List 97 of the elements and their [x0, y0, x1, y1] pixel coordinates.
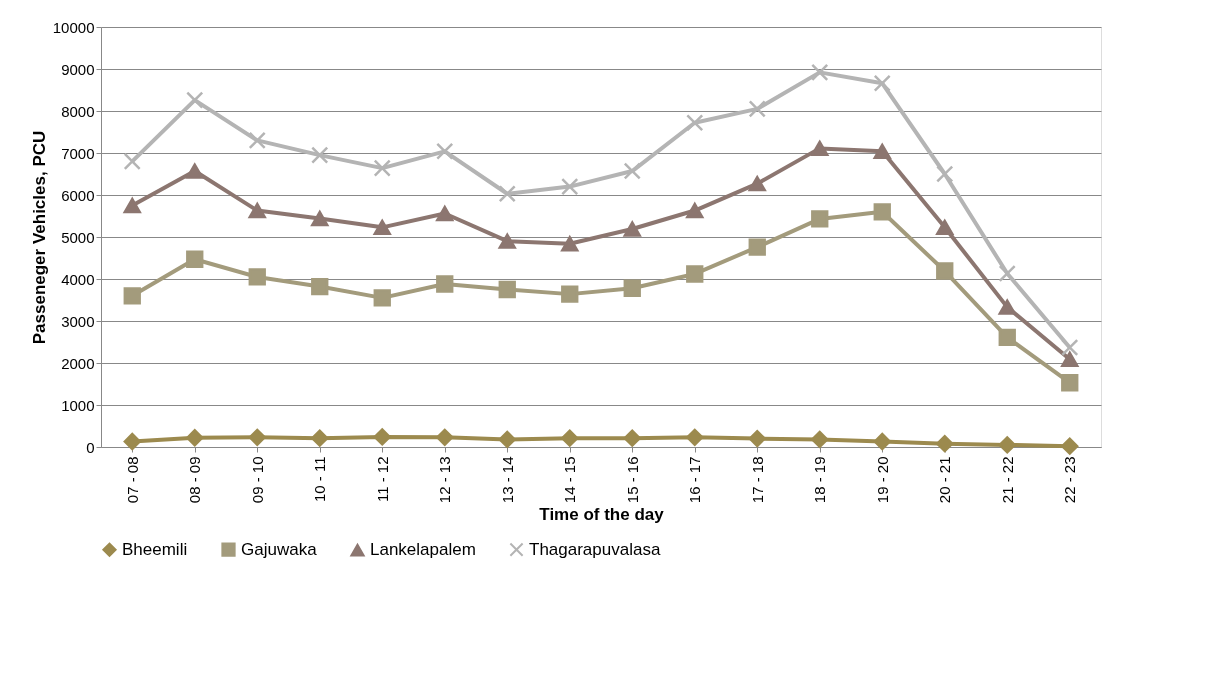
point [248, 202, 266, 219]
point [623, 221, 641, 237]
point [186, 250, 204, 268]
y-tick-label: 3000 [61, 312, 95, 330]
point [998, 264, 1016, 283]
y-tick-label: 5000 [61, 228, 95, 246]
point [748, 175, 766, 192]
y-tick-label: 10000 [52, 18, 95, 36]
legend-label: Lankelapalem [370, 540, 476, 560]
point [686, 114, 704, 132]
x-tick-label: 17 - 18 [748, 456, 766, 504]
point [748, 238, 766, 256]
point [373, 219, 391, 236]
point [561, 285, 579, 303]
point [436, 428, 454, 447]
point [436, 275, 454, 293]
y-tick-label: 8000 [61, 102, 95, 120]
point [623, 162, 641, 180]
point [686, 265, 704, 283]
y-tick-label: 7000 [61, 144, 95, 162]
point [811, 210, 829, 228]
point [373, 159, 391, 177]
point [123, 152, 141, 171]
y-axis-title: Passeneger Vehicles, PCU [29, 130, 49, 345]
y-tick-label: 0 [86, 438, 95, 456]
point [998, 436, 1016, 454]
point [936, 165, 954, 183]
x-tick-label: 14 - 15 [561, 456, 579, 504]
point [1061, 338, 1079, 357]
y-tick-label: 1000 [61, 396, 95, 414]
point [311, 429, 329, 447]
point [998, 328, 1016, 347]
point [186, 163, 204, 179]
x-tick-label: 10 - 11 [311, 456, 329, 503]
legend-label: Thagarapuvalasa [529, 539, 661, 559]
x-tick-label: 21 - 22 [998, 456, 1016, 504]
point [623, 429, 641, 447]
point [311, 146, 329, 164]
x-tick-label: 09 - 10 [248, 456, 266, 504]
point [123, 432, 141, 451]
legend-label: Bheemili [122, 539, 188, 559]
x-tick-label: 18 - 19 [811, 456, 829, 504]
point [436, 142, 454, 160]
point [998, 299, 1016, 315]
point [1061, 374, 1079, 392]
point [936, 434, 954, 453]
point [123, 197, 141, 214]
point [686, 428, 704, 447]
point [561, 236, 579, 252]
point [561, 177, 579, 196]
point [186, 91, 204, 109]
x-tick-label: 12 - 13 [436, 456, 454, 504]
y-tick-label: 6000 [61, 186, 95, 204]
point [311, 277, 329, 296]
point [873, 432, 891, 451]
x-tick-label: 08 - 09 [186, 456, 204, 504]
point [186, 429, 204, 447]
point [811, 140, 829, 157]
point [373, 289, 391, 307]
point [436, 205, 454, 222]
x-axis-title: Time of the day [539, 505, 665, 525]
y-tick-label: 9000 [61, 60, 95, 78]
point [811, 63, 829, 82]
x-tick-label: 16 - 17 [686, 456, 704, 504]
point [873, 203, 891, 221]
point [498, 430, 516, 449]
point [248, 428, 266, 447]
point [623, 279, 641, 297]
point [498, 280, 516, 299]
x-tick-label: 22 - 23 [1061, 456, 1079, 504]
point [748, 100, 766, 118]
y-tick-label: 4000 [61, 270, 95, 288]
point [748, 429, 766, 448]
point [498, 233, 516, 249]
x-tick-label: 11 - 12 [373, 456, 391, 503]
x-tick-label: 19 - 20 [873, 456, 891, 504]
point [936, 219, 954, 236]
point [123, 287, 141, 305]
point [686, 202, 704, 219]
point [811, 430, 829, 449]
y-tick-label: 2000 [61, 354, 95, 372]
legend-label: Gajuwaka [241, 539, 318, 559]
point [248, 268, 266, 286]
point [1061, 351, 1079, 367]
point [373, 428, 391, 446]
x-tick-label: 20 - 21 [936, 456, 954, 504]
point [498, 185, 516, 203]
point [248, 131, 266, 150]
point [561, 429, 579, 447]
point [873, 143, 891, 159]
point [311, 210, 329, 227]
point [1061, 437, 1079, 455]
x-tick-label: 07 - 08 [123, 456, 141, 504]
x-tick-label: 13 - 14 [498, 456, 516, 504]
point [936, 262, 954, 280]
point [873, 74, 891, 92]
x-tick-label: 15 - 16 [623, 456, 641, 504]
